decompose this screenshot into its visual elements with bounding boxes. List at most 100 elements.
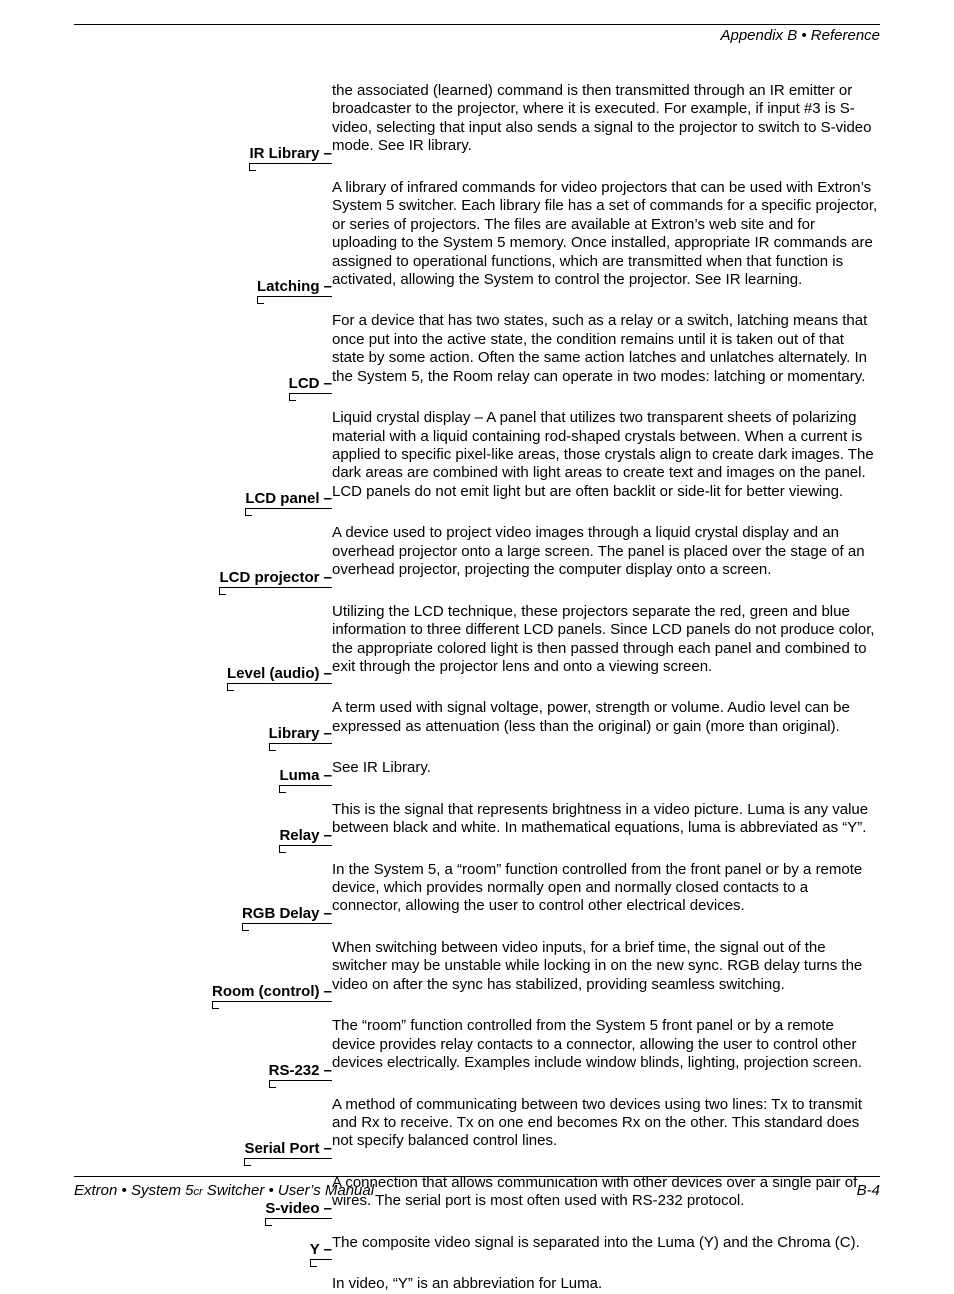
glossary-term-anchor: Latching – <box>257 278 332 297</box>
glossary-term-anchor: Y – <box>310 1241 332 1260</box>
glossary-term-wrap: Serial Port – <box>244 1140 332 1158</box>
term-spacer <box>74 1000 880 1017</box>
glossary-entry: Luma –This is the signal that represents… <box>74 784 880 838</box>
footer: Extron • System 5cr Switcher • User’s Ma… <box>74 1182 880 1199</box>
glossary-entry: Latching –For a device that has two stat… <box>74 295 880 386</box>
term-spacer <box>74 1258 880 1275</box>
glossary-definition: For a device that has two states, such a… <box>332 312 880 386</box>
glossary-term: Level (audio) – <box>227 665 332 683</box>
glossary-term-wrap: Level (audio) – <box>227 665 332 683</box>
term-tick-icon <box>289 400 296 401</box>
glossary-entry: LCD panel –A device used to project vide… <box>74 507 880 579</box>
glossary-term-wrap: LCD panel – <box>245 490 332 508</box>
term-underline <box>212 1001 332 1002</box>
glossary-entry: Library –See IR Library. <box>74 742 880 777</box>
term-tick-icon <box>245 515 252 516</box>
glossary-definition: When switching between video inputs, for… <box>332 939 880 994</box>
term-spacer <box>74 784 880 801</box>
term-spacer <box>74 1217 880 1234</box>
glossary-term: Y – <box>310 1241 332 1259</box>
term-underline <box>242 923 332 924</box>
glossary-term: Room (control) – <box>212 983 332 1001</box>
glossary-definition: See IR Library. <box>332 759 880 777</box>
glossary-term-anchor: LCD – <box>289 375 332 394</box>
footer-page-number: B-4 <box>857 1182 880 1199</box>
term-tick-icon <box>269 1087 276 1088</box>
page: Appendix B • Reference the associated (l… <box>74 24 880 1211</box>
glossary-content: the associated (learned) command is then… <box>74 82 880 1294</box>
term-underline <box>279 845 332 846</box>
glossary-term-anchor: IR Library – <box>249 145 332 164</box>
footer-left-cr: cr <box>193 1186 202 1198</box>
glossary-term: Relay – <box>279 827 332 845</box>
glossary-entry: Relay –In the System 5, a “room” functio… <box>74 844 880 916</box>
glossary-term: S-video – <box>265 1200 332 1218</box>
glossary-term-anchor: Room (control) – <box>212 983 332 1002</box>
glossary-entry: Room (control) –The “room” function cont… <box>74 1000 880 1072</box>
running-header: Appendix B • Reference <box>74 27 880 48</box>
term-tick-icon <box>249 170 256 171</box>
term-underline <box>257 296 332 297</box>
glossary-term: LCD projector – <box>219 569 332 587</box>
glossary-definition: A device used to project video images th… <box>332 524 880 579</box>
glossary-term-wrap: RGB Delay – <box>242 905 332 923</box>
glossary-term-anchor: RGB Delay – <box>242 905 332 924</box>
term-underline <box>227 683 332 684</box>
glossary-entry: RGB Delay –When switching between video … <box>74 922 880 994</box>
term-underline <box>265 1218 332 1219</box>
glossary-term: RGB Delay – <box>242 905 332 923</box>
glossary-term: IR Library – <box>249 145 332 163</box>
rule-top <box>74 24 880 25</box>
term-spacer <box>74 844 880 861</box>
glossary-entry: LCD projector –Utilizing the LCD techniq… <box>74 586 880 677</box>
term-underline <box>269 1080 332 1081</box>
glossary-term-wrap: RS-232 – <box>269 1062 332 1080</box>
glossary-term-wrap: Library – <box>269 725 332 743</box>
term-underline <box>249 163 332 164</box>
term-underline <box>269 743 332 744</box>
term-underline <box>279 785 332 786</box>
term-tick-icon <box>242 930 249 931</box>
term-tick-icon <box>227 690 234 691</box>
term-underline <box>219 587 332 588</box>
term-tick-icon <box>219 594 226 595</box>
glossary-term-wrap: Luma – <box>279 767 332 785</box>
glossary-term-wrap: S-video – <box>265 1200 332 1218</box>
term-underline <box>244 1158 332 1159</box>
footer-left-b: Switcher • User’s Manual <box>203 1182 374 1199</box>
term-tick-icon <box>257 303 264 304</box>
glossary-term: RS-232 – <box>269 1062 332 1080</box>
term-underline <box>245 508 332 509</box>
glossary-definition: A term used with signal voltage, power, … <box>332 699 880 736</box>
glossary-definition: In video, “Y” is an abbreviation for Lum… <box>332 1275 880 1293</box>
term-underline <box>289 393 332 394</box>
term-spacer <box>74 392 880 409</box>
glossary-definition: A library of infrared commands for video… <box>332 179 880 290</box>
term-spacer <box>74 507 880 524</box>
glossary-term: Luma – <box>279 767 332 785</box>
term-spacer <box>74 295 880 312</box>
glossary-term: Latching – <box>257 278 332 296</box>
term-spacer <box>74 1079 880 1096</box>
glossary-term-anchor: RS-232 – <box>269 1062 332 1081</box>
glossary-term: Serial Port – <box>244 1140 332 1158</box>
term-spacer <box>74 1157 880 1174</box>
term-spacer <box>74 742 880 759</box>
term-spacer <box>74 682 880 699</box>
glossary-term-wrap: LCD projector – <box>219 569 332 587</box>
glossary-definition: The “room” function controlled from the … <box>332 1017 880 1072</box>
term-tick-icon <box>244 1165 251 1166</box>
footer-left: Extron • System 5cr Switcher • User’s Ma… <box>74 1182 374 1199</box>
footer-left-a: Extron • System 5 <box>74 1182 193 1199</box>
glossary-term-wrap: IR Library – <box>249 145 332 163</box>
glossary-term-anchor: LCD panel – <box>245 490 332 509</box>
glossary-definition: Utilizing the LCD technique, these proje… <box>332 603 880 677</box>
continuation-paragraph: the associated (learned) command is then… <box>332 82 880 156</box>
glossary-term-anchor: Level (audio) – <box>227 665 332 684</box>
glossary-definition: A method of communicating between two de… <box>332 1096 880 1151</box>
glossary-term-anchor: Luma – <box>279 767 332 786</box>
glossary-term: LCD – <box>289 375 332 393</box>
term-tick-icon <box>265 1225 272 1226</box>
glossary-entry: IR Library –A library of infrared comman… <box>74 162 880 290</box>
glossary-definition: In the System 5, a “room” function contr… <box>332 861 880 916</box>
